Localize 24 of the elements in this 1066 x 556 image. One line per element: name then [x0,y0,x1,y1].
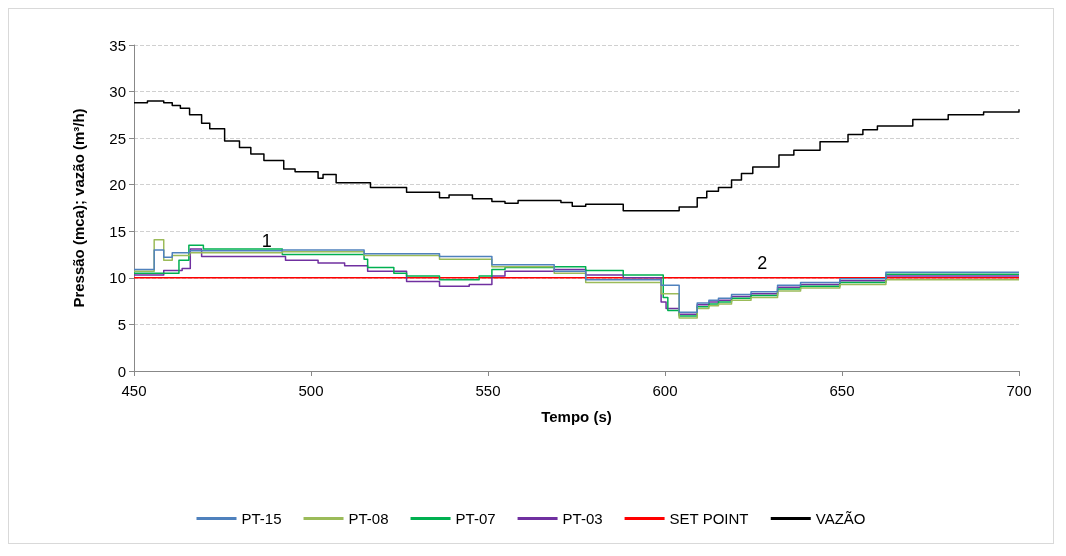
annotation: 2 [757,253,768,274]
x-tick-label: 550 [475,382,501,399]
x-tick-label: 500 [298,382,324,399]
y-tick-label: 15 [109,222,126,240]
y-tick-label: 5 [117,315,126,333]
y-tick-label: 35 [109,36,126,54]
x-tick-label: 600 [652,382,678,399]
x-tick-label: 700 [1006,382,1032,399]
y-tick-label: 10 [109,269,126,287]
legend-label: PT-15 [241,510,282,527]
x-tick-label: 450 [121,382,147,399]
legend-label: PT-07 [455,510,496,527]
y-tick-label: 20 [109,176,126,194]
x-axis-title: Tempo (s) [541,408,612,425]
x-tick-label: 650 [829,382,855,399]
legend-label: VAZÃO [815,510,866,527]
legend-label: SET POINT [669,510,749,527]
y-axis-title: Pressão (mca); vazão (m³/h) [70,108,87,308]
annotation: 1 [261,230,272,251]
y-tick-label: 25 [109,129,126,147]
y-tick-label: 30 [109,83,126,101]
legend-label: PT-08 [348,510,389,527]
y-tick-label: 0 [117,362,126,380]
legend-label: PT-03 [562,510,603,527]
